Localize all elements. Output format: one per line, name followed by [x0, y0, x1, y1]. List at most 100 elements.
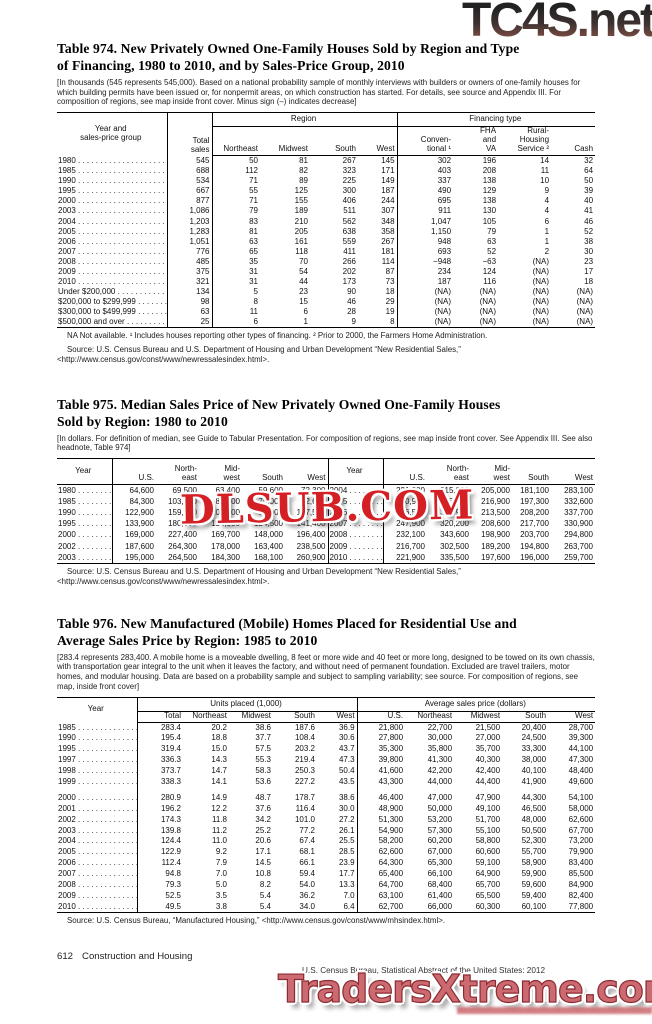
cell-value: 68.1: [299, 847, 315, 857]
cell-value: 7.0: [317, 890, 358, 902]
row-label: 1985: [57, 722, 138, 734]
row-label: 2007: [57, 868, 138, 880]
row-label: 2005: [57, 226, 168, 237]
cell-value: 202: [342, 267, 356, 277]
row-label: 2003: [57, 551, 113, 564]
row-label: 2004: [57, 836, 138, 848]
cell-value: 46,500: [521, 803, 547, 813]
row-label: 2000: [57, 792, 138, 804]
cell-value: 147,500: [285, 507, 329, 519]
row-label: 1990: [57, 176, 168, 187]
cell-value: 302,500: [440, 541, 469, 551]
row-label: 1999: [57, 776, 138, 788]
cell-value: 65: [249, 246, 258, 256]
cell-value: 64,600: [129, 486, 154, 496]
column-header: FHA and VA: [453, 126, 499, 157]
cell-value: 217,700: [520, 519, 549, 529]
row-label: 2005: [57, 847, 138, 859]
cell-value: 46: [584, 216, 594, 226]
cell-value: 11.8: [212, 814, 227, 824]
cell-value: 139.8: [160, 825, 181, 835]
cell-value: 112: [245, 166, 258, 176]
cell-value: 48,900: [378, 803, 404, 813]
page-content: Table 974. New Privately Owned One-Famil…: [57, 0, 596, 926]
cell-value: 181,100: [520, 486, 549, 496]
cell-value: 178,000: [211, 541, 240, 551]
cell-value: 159,000: [168, 508, 197, 518]
cell-value: 82: [299, 166, 308, 176]
cell-value: 161: [294, 236, 308, 246]
cell-value: 250.3: [294, 766, 315, 776]
table-row: 1995133,900180,000134,000124,500141,4002…: [57, 518, 595, 530]
cell-value: 14.3: [211, 755, 227, 765]
cell-value: 337,700: [564, 508, 593, 518]
cell-value: (NA): [479, 287, 497, 297]
cell-value: 134: [167, 287, 213, 298]
cell-value: 48,400: [568, 766, 594, 776]
cell-value: 53.6: [255, 777, 271, 786]
cell-value: 28: [347, 307, 356, 317]
column-header: Total: [137, 711, 183, 723]
cell-value: 114: [358, 256, 398, 267]
cell-value: 559: [342, 236, 356, 246]
row-label: 1980: [57, 484, 113, 497]
cell-value: 234: [437, 267, 452, 277]
row-label: 2005: [328, 496, 384, 508]
cell-value: 323: [342, 166, 356, 176]
cell-value: 335,500: [440, 552, 469, 562]
row-label: 2002: [57, 814, 138, 826]
table-row: 2005 122.9 9.2 17.1 68.128.5 62,600 67,000 60,6…: [57, 847, 595, 859]
table-975-section: Table 975. Median Sales Price of New Pri…: [57, 365, 595, 587]
row-label: 1990: [57, 733, 138, 745]
cell-value: (NA): [434, 287, 452, 297]
cell-value: 55: [249, 186, 258, 196]
cell-value: 62,700: [378, 901, 404, 911]
table-974-headnote: [In thousands (545 represents 545,000). …: [57, 77, 581, 107]
cell-value: 187: [437, 277, 452, 287]
cell-value: 203,700: [520, 530, 549, 540]
cell-value: (NA): [479, 307, 497, 317]
cell-value: 338.3: [160, 777, 181, 786]
cell-value: 15.0: [211, 744, 227, 754]
page-number: 612: [57, 951, 74, 962]
cell-value: 638: [342, 226, 356, 236]
cell-value: 18: [358, 287, 398, 298]
cell-value: 59,400: [521, 890, 547, 900]
cell-value: 319.4: [160, 744, 181, 754]
cell-value: 197,600: [481, 552, 510, 562]
cell-value: 12.2: [211, 803, 227, 813]
cell-value: (NA): [532, 256, 550, 266]
cell-value: 71: [249, 196, 258, 206]
table-row: 1990122,900159,000107,90099,000147,50020…: [57, 507, 595, 519]
column-header: U.S.: [357, 711, 406, 723]
table-row: 2000 280.9 14.9 48.7 178.738.6 46,400 47,000 47…: [57, 792, 595, 804]
cell-value: 39,800: [378, 755, 404, 765]
cell-value: 141,400: [285, 518, 329, 530]
cell-value: 195,000: [125, 552, 154, 562]
cell-value: 54: [299, 267, 308, 277]
cell-value: 315,800: [440, 486, 469, 496]
column-header: South: [502, 711, 549, 723]
row-label: 2010: [328, 551, 384, 564]
table-row: 2001 196.2 12.2 37.6 116.430.0 48,900 50,000 49…: [57, 803, 595, 815]
cell-value: 58,900: [521, 858, 547, 868]
cell-value: 11.0: [212, 836, 227, 846]
cell-value: 44,300: [521, 792, 547, 802]
cell-value: 9: [351, 317, 356, 327]
cell-value: 343,600: [440, 530, 469, 540]
cell-value: 332,600: [564, 497, 593, 507]
cell-value: 259,700: [564, 552, 593, 562]
cell-value: 46,400: [378, 792, 404, 802]
row-label: 2002: [57, 540, 113, 552]
row-label: $300,000 to $499,999: [57, 307, 168, 318]
cell-value: 47.3: [317, 755, 358, 766]
table-976-header: Year Units placed (1,000) Average sales …: [57, 697, 596, 723]
cell-value: 336.3: [160, 755, 181, 765]
cell-value: 19: [358, 307, 398, 318]
cell-value: 280.9: [160, 792, 181, 802]
cell-value: 41: [584, 206, 594, 216]
